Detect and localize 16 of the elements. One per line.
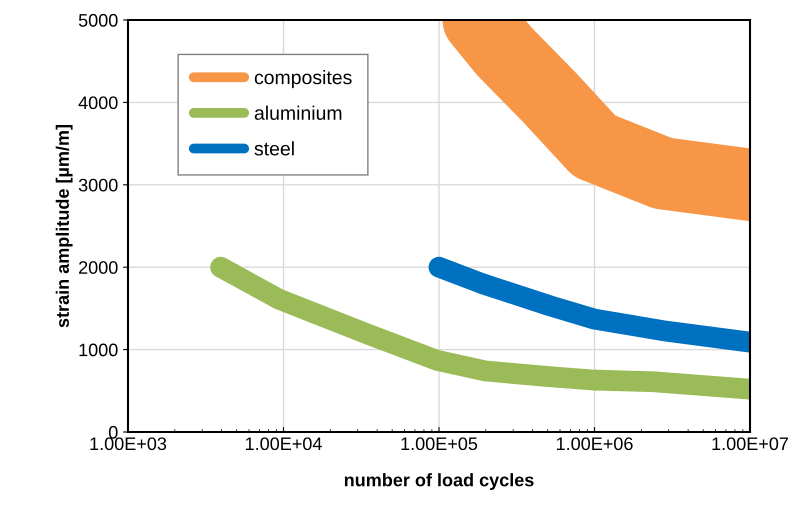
x-tick-label: 1.00E+03 (90, 437, 166, 450)
y-tick-label: 1000 (79, 344, 118, 356)
x-tick-label: 1.00E+07 (712, 437, 788, 450)
y-tick-label: 4000 (78, 96, 118, 110)
legend-label: composites (254, 70, 352, 88)
y-tick-label: 3000 (78, 178, 118, 192)
legend-label: steel (254, 141, 294, 156)
y-axis-title: strain amplitude [µm/m] (56, 125, 73, 328)
legend-label: aluminium (254, 106, 342, 120)
x-axis-title: number of load cycles (344, 473, 534, 490)
x-tick-label: 1.00E+04 (246, 437, 322, 450)
x-tick-label: 1.00E+05 (401, 437, 478, 450)
y-tick-label: 0 (108, 426, 118, 439)
x-tick-label: 1.00E+06 (556, 437, 633, 450)
y-tick-label: 2000 (79, 261, 118, 274)
y-tick-label: 5000 (78, 14, 118, 27)
